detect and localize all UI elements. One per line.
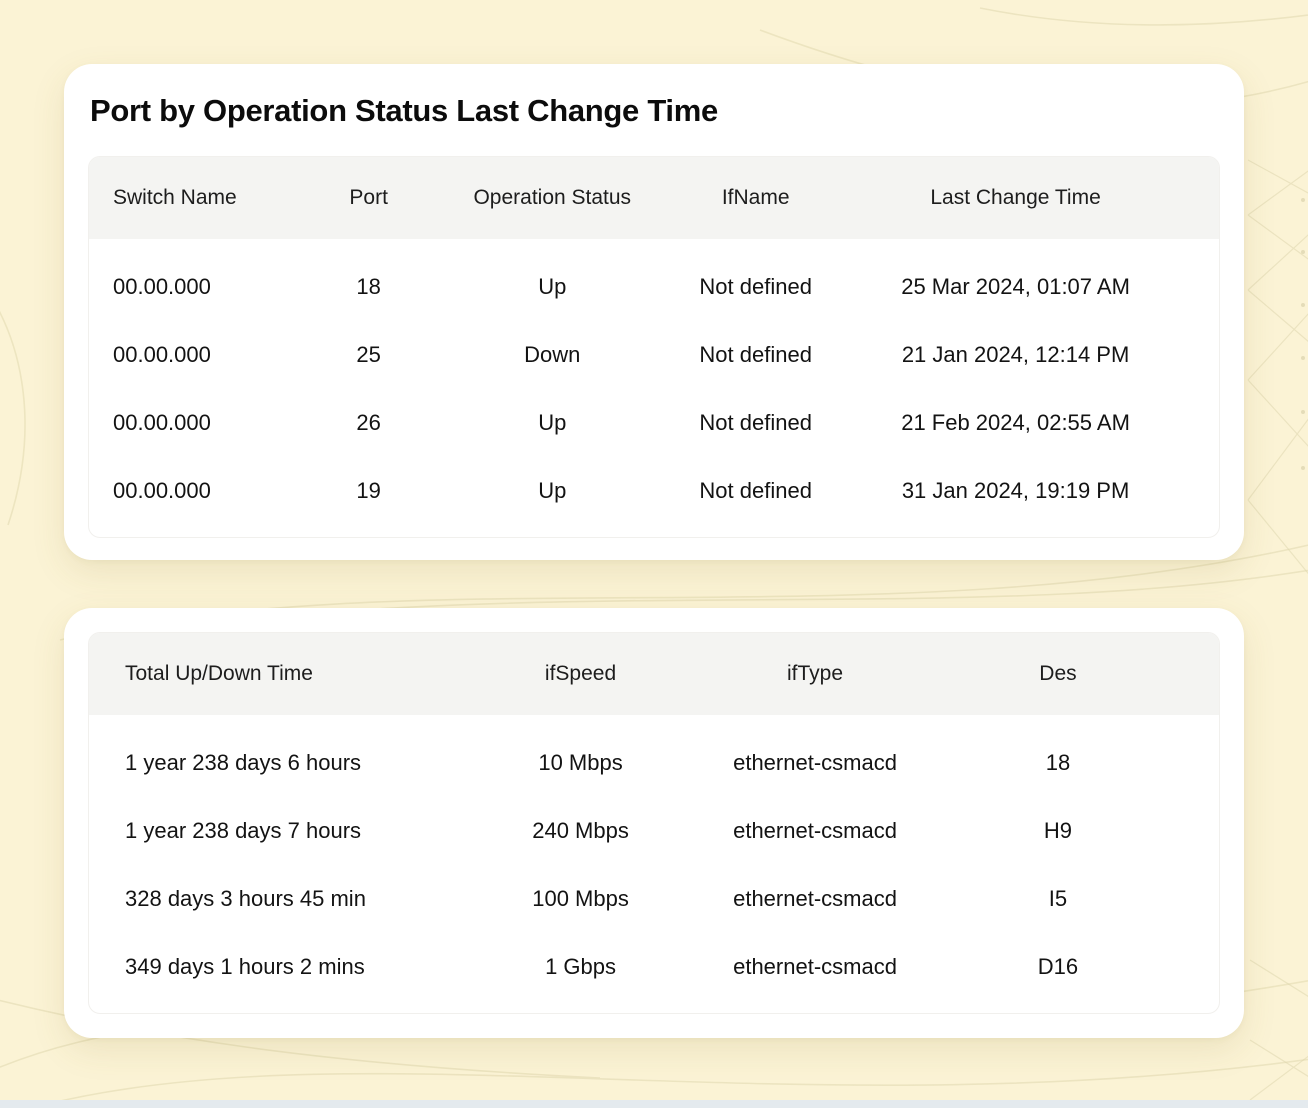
- table-row: 1 year 238 days 7 hours 240 Mbps ethernet-…: [89, 797, 1219, 865]
- table-row: 00.00.000 18 Up Not defined 25 Mar 2024, 01:…: [89, 253, 1219, 321]
- table-cell-switch-name: 00.00.000: [113, 410, 211, 435]
- table-cell-operation-status: Up: [538, 274, 567, 299]
- table-cell-des: D16: [1037, 954, 1079, 979]
- table-header-row: Switch Name Port Operation Status IfName Las…: [89, 157, 1219, 239]
- widget-card-port-status: Port by Operation Status Last Change Tim…: [64, 64, 1244, 560]
- table-cell-ifspeed: 240 Mbps: [532, 818, 629, 843]
- table-body: 00.00.000 18 Up Not defined 25 Mar 2024, 01:…: [89, 239, 1219, 537]
- table-cell-switch-name: 00.00.000: [113, 478, 211, 503]
- table-cell-total-up-down-time: 1 year 238 days 7 hours: [125, 818, 362, 843]
- widget-card-interface-details: Total Up/Down Time ifSpeed ifType Des 1 yea…: [64, 608, 1244, 1038]
- column-header-iftype: ifType: [787, 662, 844, 685]
- column-header-last-change-time: Last Change Time: [930, 186, 1101, 209]
- table-body: 1 year 238 days 6 hours 10 Mbps ethernet-c…: [89, 715, 1219, 1013]
- table-row: 00.00.000 19 Up Not defined 31 Jan 2024, 19:…: [89, 457, 1219, 525]
- table-cell-operation-status: Down: [524, 342, 581, 367]
- table-cell-operation-status: Up: [538, 478, 567, 503]
- table-cell-total-up-down-time: 328 days 3 hours 45 min: [125, 886, 366, 911]
- table-cell-des: 18: [1045, 750, 1071, 775]
- table-cell-des: H9: [1043, 818, 1073, 843]
- table-row: 00.00.000 26 Up Not defined 21 Feb 2024, 02:…: [89, 389, 1219, 457]
- table-cell-last-change-time: 25 Mar 2024, 01:07 AM: [901, 274, 1130, 299]
- table-cell-operation-status: Up: [538, 410, 567, 435]
- table-cell-ifspeed: 100 Mbps: [532, 886, 629, 911]
- table-cell-ifname: Not defined: [699, 342, 812, 367]
- table-cell-ifspeed: 1 Gbps: [545, 954, 617, 979]
- table-cell-port: 18: [356, 274, 381, 299]
- table-row: 328 days 3 hours 45 min 100 Mbps ethernet-…: [89, 865, 1219, 933]
- table-cell-ifname: Not defined: [699, 410, 812, 435]
- table-cell-ifname: Not defined: [699, 478, 812, 503]
- table-cell-iftype: ethernet-csmacd: [733, 886, 897, 911]
- table-cell-ifname: Not defined: [699, 274, 812, 299]
- table-cell-iftype: ethernet-csmacd: [733, 954, 897, 979]
- table-header-row: Total Up/Down Time ifSpeed ifType Des: [89, 633, 1219, 715]
- table-cell-last-change-time: 31 Jan 2024, 19:19 PM: [901, 478, 1130, 503]
- table-cell-port: 19: [356, 478, 381, 503]
- column-header-ifspeed: ifSpeed: [544, 662, 617, 685]
- widget-title: Port by Operation Status Last Change Tim…: [90, 93, 718, 128]
- table-row: 00.00.000 25 Down Not defined 21 Jan 2024, 1…: [89, 321, 1219, 389]
- table-cell-switch-name: 00.00.000: [113, 342, 211, 367]
- table-cell-last-change-time: 21 Feb 2024, 02:55 AM: [901, 410, 1130, 435]
- interface-details-table: Total Up/Down Time ifSpeed ifType Des 1 yea…: [88, 632, 1220, 1014]
- column-header-ifname: IfName: [721, 186, 790, 209]
- table-cell-des: I5: [1048, 886, 1068, 911]
- column-header-switch-name: Switch Name: [113, 186, 237, 209]
- bottom-window-edge: [0, 1100, 1308, 1108]
- table-cell-iftype: ethernet-csmacd: [733, 818, 897, 843]
- table-cell-port: 25: [356, 342, 381, 367]
- column-header-total-up-down-time: Total Up/Down Time: [125, 662, 313, 685]
- table-cell-total-up-down-time: 1 year 238 days 6 hours: [125, 750, 362, 775]
- column-header-operation-status: Operation Status: [473, 186, 632, 209]
- port-status-table: Switch Name Port Operation Status IfName Las…: [88, 156, 1220, 538]
- table-row: 349 days 1 hours 2 mins 1 Gbps ethernet-cs…: [89, 933, 1219, 1001]
- table-cell-last-change-time: 21 Jan 2024, 12:14 PM: [901, 342, 1130, 367]
- table-cell-total-up-down-time: 349 days 1 hours 2 mins: [125, 954, 365, 979]
- column-header-port: Port: [349, 186, 388, 209]
- table-cell-port: 26: [356, 410, 381, 435]
- column-header-des: Des: [1039, 662, 1077, 685]
- table-cell-ifspeed: 10 Mbps: [538, 750, 623, 775]
- table-row: 1 year 238 days 6 hours 10 Mbps ethernet-c…: [89, 729, 1219, 797]
- table-cell-switch-name: 00.00.000: [113, 274, 211, 299]
- table-cell-iftype: ethernet-csmacd: [733, 750, 897, 775]
